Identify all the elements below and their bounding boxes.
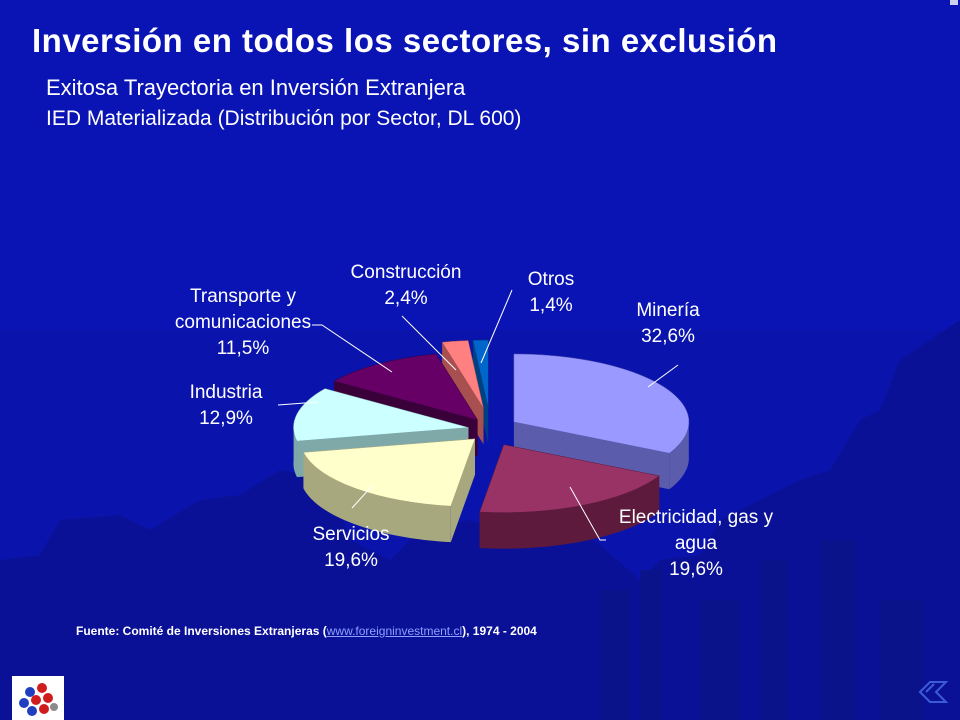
slice-name-label: Construcción [351, 262, 462, 283]
slice-name-label: agua [675, 533, 718, 554]
pie-slice-electricidad-gas-y-agua [479, 444, 660, 549]
source-note: Fuente: Comité de Inversiones Extranjera… [76, 624, 537, 638]
source-prefix: Fuente: Comité de Inversiones Extranjera… [76, 624, 327, 638]
slice-name-label: Electricidad, gas y [619, 507, 774, 528]
leader-line [351, 485, 373, 509]
pie-slices [293, 339, 690, 549]
slice-value-label: 1,4% [529, 295, 572, 316]
navigation-arrow-icon[interactable] [916, 676, 952, 708]
slice-top [293, 388, 469, 442]
source-link[interactable]: www.foreigninvestment.cl [326, 624, 463, 638]
leader-line [401, 315, 457, 371]
leader-line [277, 401, 319, 406]
slice-rim [293, 424, 297, 478]
page-title: Inversión en todos los sectores, sin exc… [32, 22, 778, 59]
pie-labels: Minería 32,6% Electricidad, gas y agua 19,6%… [175, 262, 774, 580]
slice-top [303, 438, 476, 507]
slice-top [333, 353, 479, 421]
slice-value-label: 11,5% [217, 338, 270, 359]
page-subtitle: Exitosa Trayectoria en Inversión Extranj… [46, 75, 466, 100]
chart-subtitle: IED Materializada (Distribución por Sect… [46, 107, 522, 130]
leader-line [569, 486, 606, 541]
slice-name-label: comunicaciones [175, 312, 311, 333]
slice-wall [472, 340, 489, 445]
leader-line [312, 324, 393, 373]
slice-rim [303, 452, 451, 543]
slice-top [441, 340, 484, 409]
leader-line [480, 289, 513, 364]
pie-slice-servicios [303, 438, 476, 543]
corner-marker [950, 0, 958, 5]
slice-rim [669, 419, 689, 490]
slice-value-label: 19,6% [324, 550, 378, 571]
slice-name-label: Transporte y [190, 286, 296, 307]
leader-line [647, 364, 679, 388]
slice-value-label: 2,4% [384, 288, 427, 309]
slice-rim [479, 475, 660, 549]
slice-value-label: 19,6% [669, 559, 723, 580]
slice-name-label: Servicios [312, 524, 389, 545]
slice-top [513, 353, 690, 454]
slice-name-label: Industria [190, 382, 263, 403]
slice-name-label: Otros [528, 269, 574, 290]
source-suffix: ), 1974 - 2004 [462, 624, 537, 638]
government-logo [12, 676, 64, 720]
slice-top [479, 444, 660, 513]
slice-name-label: Minería [636, 300, 700, 321]
slice-value-label: 12,9% [199, 408, 253, 429]
slice-top [472, 339, 489, 409]
pie-slice-otros [472, 339, 489, 445]
slice-value-label: 32,6% [641, 326, 695, 347]
